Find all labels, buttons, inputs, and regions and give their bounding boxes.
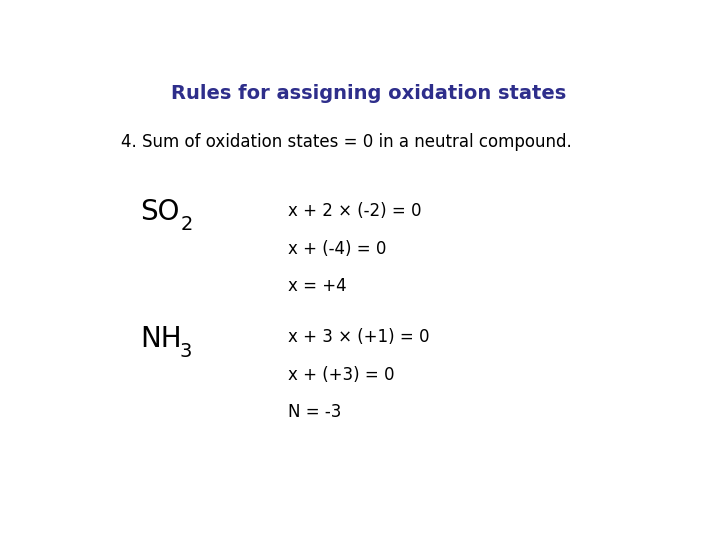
Text: x + (+3) = 0: x + (+3) = 0 bbox=[288, 366, 395, 383]
Text: x + (-4) = 0: x + (-4) = 0 bbox=[288, 240, 387, 258]
Text: 3: 3 bbox=[180, 342, 192, 361]
Text: x + 3 × (+1) = 0: x + 3 × (+1) = 0 bbox=[288, 328, 430, 346]
Text: NH: NH bbox=[140, 325, 182, 353]
Text: 4. Sum of oxidation states = 0 in a neutral compound.: 4. Sum of oxidation states = 0 in a neut… bbox=[121, 133, 572, 151]
Text: 2: 2 bbox=[181, 215, 193, 234]
Text: N = -3: N = -3 bbox=[288, 403, 341, 421]
Text: x = +4: x = +4 bbox=[288, 277, 347, 295]
Text: Rules for assigning oxidation states: Rules for assigning oxidation states bbox=[171, 84, 567, 103]
Text: SO: SO bbox=[140, 198, 179, 226]
Text: x + 2 × (-2) = 0: x + 2 × (-2) = 0 bbox=[288, 202, 422, 220]
